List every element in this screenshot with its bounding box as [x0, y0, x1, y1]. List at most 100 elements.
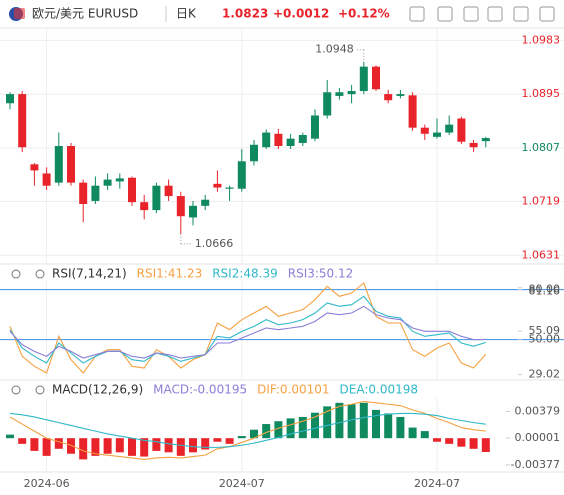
- y-tick-label: -0.00377: [511, 458, 560, 471]
- indicator-line: [9, 282, 487, 374]
- histogram-bar: [213, 438, 222, 442]
- legend-entry: RSI2:48.39: [212, 267, 278, 281]
- y-tick-label: 29.02: [529, 368, 561, 381]
- histogram-bar: [457, 438, 466, 447]
- y-tick-label: 1.0719: [522, 195, 561, 208]
- candle-body: [213, 183, 222, 188]
- tool-button[interactable]: [487, 6, 503, 22]
- candle-body: [6, 94, 14, 104]
- histogram-bar: [152, 438, 161, 451]
- annotation: 1.0666: [195, 237, 234, 250]
- indicator-line: [9, 400, 486, 460]
- histogram-bar: [359, 402, 368, 439]
- legend-entry: RSI3:50.12: [288, 267, 354, 281]
- candle-body: [420, 127, 429, 134]
- histogram-bar: [164, 438, 173, 453]
- candle-body: [433, 132, 441, 137]
- y-tick-label: 1.0895: [522, 87, 561, 100]
- y-tick-label: 81.16: [529, 285, 561, 298]
- candle-body: [262, 132, 271, 148]
- candle-body: [396, 94, 405, 96]
- settings-icon[interactable]: [35, 269, 45, 279]
- candle-body: [54, 146, 63, 183]
- candle-body: [372, 66, 380, 90]
- annotation: 1.0948: [315, 43, 354, 56]
- tool-button[interactable]: [463, 6, 479, 22]
- legend-entry: DEA:0.00198: [340, 383, 419, 397]
- tool-button[interactable]: [409, 6, 425, 22]
- change-pct: +0.12%: [338, 7, 390, 21]
- period[interactable]: 日K: [176, 7, 197, 21]
- y-tick-label: 1.0631: [522, 248, 561, 261]
- histogram-bar: [176, 438, 185, 456]
- histogram-bar: [274, 421, 283, 439]
- change: +0.0012: [273, 7, 329, 21]
- settings-icon[interactable]: [35, 385, 45, 395]
- histogram-bar: [384, 413, 393, 439]
- indicator-line: [9, 412, 486, 448]
- candle-body: [140, 202, 149, 211]
- settings-icon[interactable]: [11, 269, 21, 279]
- indicator-line: [9, 305, 486, 359]
- candle-body: [335, 92, 344, 96]
- candle-body: [79, 182, 88, 204]
- candle-body: [176, 196, 185, 217]
- candle-body: [237, 161, 246, 189]
- flag-icon: [14, 8, 25, 19]
- histogram-bar: [335, 402, 344, 439]
- candle-body: [457, 118, 466, 142]
- y-tick-label: 50.00: [529, 333, 561, 346]
- y-tick-label: 55.09: [529, 324, 561, 337]
- histogram-bar: [445, 438, 454, 444]
- histogram-bar: [201, 438, 210, 450]
- candle-body: [115, 178, 124, 182]
- settings-icon[interactable]: [11, 385, 21, 395]
- histogram-bar: [18, 438, 27, 444]
- candle-body: [225, 187, 234, 189]
- histogram-bar: [225, 438, 234, 444]
- candle-body: [128, 177, 136, 203]
- histogram-bar: [323, 406, 332, 439]
- toolbar: [409, 6, 555, 22]
- histogram-bar: [54, 438, 63, 449]
- candle-body: [250, 144, 258, 162]
- candle-body: [286, 138, 295, 146]
- tool-button[interactable]: [437, 6, 453, 22]
- histogram-bar: [420, 431, 429, 439]
- candle-body: [384, 94, 393, 101]
- tool-button[interactable]: [539, 6, 555, 22]
- price: 1.0823: [222, 7, 268, 21]
- histogram-bar: [30, 438, 39, 451]
- histogram-bar: [42, 438, 51, 456]
- y-tick-label: 0.00001: [515, 431, 561, 444]
- candle-body: [67, 146, 75, 183]
- histogram-bar: [79, 438, 88, 460]
- legend-entry: MACD:-0.00195: [153, 383, 247, 397]
- x-tick-label: 2024-07: [414, 477, 460, 490]
- histogram-bar: [408, 427, 417, 439]
- histogram-bar: [115, 438, 124, 453]
- candle-body: [408, 95, 417, 128]
- histogram-bar: [372, 409, 380, 439]
- candle-body: [42, 173, 51, 186]
- candle-body: [164, 185, 173, 197]
- candle-body: [18, 94, 27, 148]
- candle-body: [152, 185, 161, 211]
- histogram-bar: [237, 436, 246, 439]
- histogram-bar: [469, 438, 478, 449]
- candle-body: [103, 179, 112, 186]
- candle-body: [311, 115, 319, 139]
- candle-body: [481, 138, 490, 142]
- tool-button[interactable]: [513, 6, 529, 22]
- histogram-bar: [103, 438, 112, 454]
- y-tick-label: 1.0983: [522, 33, 561, 46]
- candle-body: [445, 124, 454, 133]
- histogram-bar: [189, 438, 197, 453]
- y-tick-label: 1.0807: [522, 141, 561, 154]
- candle-body: [274, 133, 283, 146]
- histogram-bar: [67, 438, 75, 454]
- candle-body: [347, 91, 356, 95]
- candle-body: [91, 185, 100, 201]
